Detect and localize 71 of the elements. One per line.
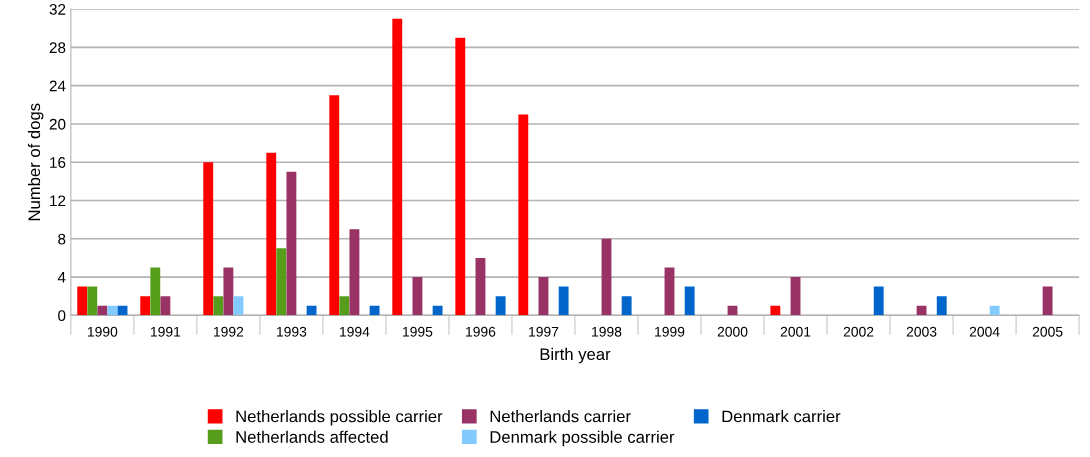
bar [160,296,171,316]
x-axis-title: Birth year [540,347,611,364]
bar [518,114,529,316]
bar [107,305,118,316]
x-tick-label: 1998 [592,326,622,337]
bar [989,305,1000,316]
bar [233,296,244,316]
bar [306,305,317,316]
bar [770,305,781,316]
y-tick-label: 24 [49,80,66,92]
bar [1042,286,1053,316]
x-tick-label: 2003 [906,326,937,337]
bar [266,152,277,316]
y-axis-title: Number of dogs [27,103,44,221]
bar [392,18,403,316]
bar [475,257,486,316]
legend-label: Netherlands possible carrier [236,410,443,426]
x-tick-label: 2000 [717,326,748,337]
x-tick-label: 2002 [843,326,874,337]
bar [140,296,151,316]
y-tick-label: 0 [58,310,66,322]
bar [601,238,612,316]
bar [349,229,360,316]
x-tick-label: 1991 [150,326,181,337]
y-tick-label: 16 [50,157,66,168]
y-tick-label: 8 [58,233,66,245]
y-tick-label: 4 [57,272,66,283]
bar [329,95,340,316]
bar [203,162,214,316]
bar [213,296,224,316]
x-tick-label: 1992 [214,326,244,337]
x-tick-label: 1994 [340,326,370,337]
bar [558,286,569,316]
bar [455,37,466,316]
bar [432,305,443,316]
x-tick-label: 1997 [529,326,559,337]
bar [339,296,350,316]
bar [223,267,234,316]
bar [276,248,287,316]
x-tick-label: 1993 [277,326,307,337]
bar [538,277,549,316]
legend-label: Netherlands affected [236,430,388,443]
bar [790,277,801,316]
y-tick-label: 32 [49,4,66,15]
bar [621,296,632,316]
bar [369,305,380,316]
y-tick-label: 20 [49,118,66,130]
bar [412,277,423,316]
bar [873,286,884,316]
bar [150,267,161,316]
legend-label: Denmark possible carrier [490,430,675,447]
y-tick-label: 12 [50,195,66,207]
x-tick-label: 1995 [403,326,433,337]
x-tick-label: 1999 [655,326,685,337]
bar [684,286,695,316]
legend-label: Netherlands carrier [490,410,631,423]
bar [936,296,947,316]
bar [664,267,675,316]
x-tick-label: 2005 [1032,326,1063,337]
bar [77,286,88,316]
bar [286,171,297,316]
bar [97,305,108,316]
x-tick-label: 2004 [969,326,1000,337]
x-tick-label: 1996 [466,326,496,337]
legend-label: Denmark carrier [722,410,841,423]
bar [495,296,506,316]
y-tick-label: 28 [49,42,66,54]
bar [916,305,927,316]
x-tick-label: 2001 [780,326,811,337]
x-tick-label: 1990 [87,326,118,337]
bar [87,286,98,316]
